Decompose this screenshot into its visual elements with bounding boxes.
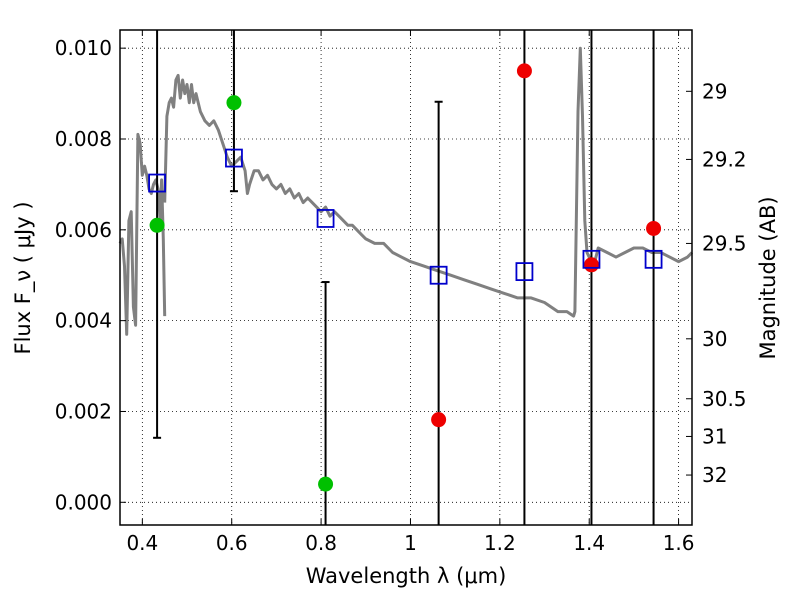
magnitude-axis-label: Magnitude (AB) <box>756 196 780 359</box>
model-point <box>515 262 534 281</box>
model-point <box>316 209 335 228</box>
magnitude-axis-ticks: 29 29.2 29.5 30 30.5 31 32 <box>686 79 747 487</box>
model-point <box>429 265 448 285</box>
data-point <box>149 217 165 233</box>
y-tick-label: 0.008 <box>55 127 112 151</box>
data-point <box>318 476 334 492</box>
y-axis-ticks: 0.000 0.002 0.004 0.006 0.008 0.010 <box>55 36 126 514</box>
y-tick-label: 0.004 <box>55 309 112 333</box>
x-axis-label: Wavelength λ (μm) <box>306 564 507 588</box>
data-markers <box>148 63 663 492</box>
plot-frame <box>119 29 693 526</box>
model-point <box>644 249 663 269</box>
x-tick-label: 0.4 <box>126 531 158 555</box>
x-tick-label: 1.6 <box>663 531 695 555</box>
x-tick-label: 1.4 <box>573 531 605 555</box>
y-axis-label: Flux F_ν ( μJy ) <box>11 201 36 354</box>
magnitude-tick-label: 30.5 <box>702 387 747 411</box>
data-point <box>516 63 532 79</box>
x-axis-ticks: 0.4 0.6 0.8 1 1.2 1.4 1.6 <box>126 30 695 555</box>
model-point <box>148 173 166 193</box>
data-point <box>226 95 242 111</box>
y-tick-label: 0.002 <box>55 399 112 423</box>
data-point <box>646 220 662 236</box>
x-tick-label: 0.6 <box>216 531 248 555</box>
y-tick-label: 0.006 <box>55 218 112 242</box>
x-tick-label: 1 <box>404 531 417 555</box>
y-tick-label: 0.010 <box>55 36 112 60</box>
error-bars <box>153 30 655 525</box>
data-point <box>583 257 599 273</box>
x-tick-label: 0.8 <box>305 531 337 555</box>
y-tick-label: 0.000 <box>55 490 112 514</box>
grid-lines <box>120 30 692 525</box>
magnitude-tick-label: 31 <box>702 424 727 448</box>
magnitude-tick-label: 29 <box>702 79 727 103</box>
spectrum-line <box>118 132 167 336</box>
x-tick-label: 1.2 <box>484 531 516 555</box>
data-point <box>431 412 447 428</box>
magnitude-tick-label: 32 <box>702 463 727 487</box>
template-spectrum <box>118 46 694 336</box>
model-point <box>582 249 601 269</box>
magnitude-tick-label: 30 <box>702 327 727 351</box>
magnitude-tick-label: 29.2 <box>702 147 747 171</box>
magnitude-tick-label: 29.5 <box>702 231 747 255</box>
model-point <box>225 148 243 168</box>
spectrum-line <box>163 46 694 318</box>
